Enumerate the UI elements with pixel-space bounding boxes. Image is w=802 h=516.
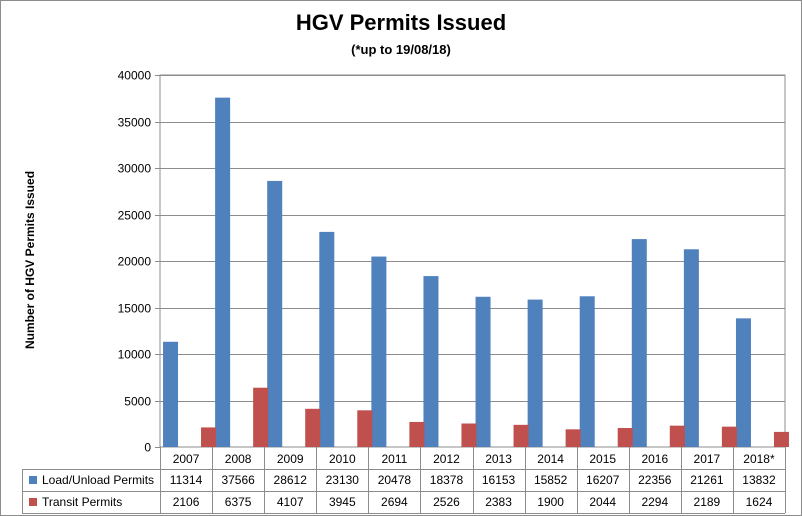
bar <box>475 296 491 447</box>
bar <box>773 431 789 447</box>
bar <box>253 387 269 447</box>
bar <box>579 296 595 447</box>
bar <box>669 425 685 447</box>
chart-subtitle: (*up to 19/08/18) <box>351 42 451 57</box>
data-table-value: 2044 <box>589 495 616 509</box>
data-table-value: 2294 <box>641 495 668 509</box>
x-tick-label: 2012 <box>433 452 460 466</box>
bar <box>163 341 179 447</box>
bar <box>215 97 231 447</box>
data-table-value: 13832 <box>742 473 776 487</box>
x-tick-label: 2017 <box>694 452 721 466</box>
data-table-value: 23130 <box>326 473 360 487</box>
y-tick-label: 20000 <box>118 255 152 269</box>
bar <box>617 427 633 447</box>
legend-label: Transit Permits <box>42 495 122 509</box>
bar <box>319 231 335 447</box>
data-table-value: 20478 <box>378 473 412 487</box>
x-tick-label: 2011 <box>381 452 407 466</box>
bar <box>683 249 699 447</box>
data-table-value: 2106 <box>173 495 200 509</box>
data-table-value: 16207 <box>586 473 620 487</box>
data-table-value: 1624 <box>746 495 773 509</box>
bar <box>513 424 529 447</box>
x-tick-label: 2009 <box>277 452 304 466</box>
bar <box>267 180 283 448</box>
y-tick-label: 10000 <box>118 348 152 362</box>
y-tick-label: 40000 <box>118 69 152 83</box>
bar <box>371 256 387 447</box>
y-tick-label: 5000 <box>124 395 151 409</box>
x-tick-label: 2015 <box>589 452 616 466</box>
data-table-value: 2526 <box>433 495 460 509</box>
data-table-value: 2383 <box>485 495 512 509</box>
y-tick-label: 25000 <box>118 209 152 223</box>
bar <box>735 318 751 447</box>
bar <box>527 299 543 447</box>
data-table-value: 22356 <box>638 473 672 487</box>
y-tick-label: 30000 <box>118 162 152 176</box>
chart-title: HGV Permits Issued <box>295 10 507 35</box>
x-tick-label: 2008 <box>225 452 252 466</box>
data-table-value: 2189 <box>694 495 721 509</box>
data-table-value: 28612 <box>274 473 308 487</box>
bar <box>305 408 321 447</box>
data-table-value: 37566 <box>221 473 255 487</box>
data-table-value: 18378 <box>430 473 464 487</box>
data-table-value: 11314 <box>170 473 203 487</box>
bar <box>721 426 737 447</box>
legend-swatch <box>29 476 37 484</box>
bar <box>357 410 373 447</box>
y-tick-label: 0 <box>144 441 151 455</box>
data-table-value: 4107 <box>277 495 304 509</box>
data-table-value: 21261 <box>690 473 724 487</box>
x-tick-label: 2013 <box>485 452 512 466</box>
x-tick-label: 2016 <box>641 452 668 466</box>
x-tick-label: 2018* <box>743 452 775 466</box>
x-tick-label: 2014 <box>537 452 564 466</box>
data-table-value: 1900 <box>537 495 564 509</box>
bar <box>631 239 647 447</box>
data-table-value: 2694 <box>381 495 408 509</box>
bar <box>409 421 425 447</box>
data-table-value: 6375 <box>225 495 252 509</box>
bar <box>461 423 477 447</box>
bar <box>201 427 217 447</box>
data-table-value: 16153 <box>482 473 516 487</box>
data-table-value: 15852 <box>534 473 568 487</box>
y-tick-label: 35000 <box>118 116 152 130</box>
data-table-value: 3945 <box>329 495 356 509</box>
legend-swatch <box>29 498 37 506</box>
x-tick-label: 2007 <box>173 452 200 466</box>
bar <box>423 276 439 447</box>
legend-label: Load/Unload Permits <box>42 473 154 487</box>
y-tick-label: 15000 <box>118 302 152 316</box>
x-tick-label: 2010 <box>329 452 356 466</box>
bar <box>565 429 581 447</box>
